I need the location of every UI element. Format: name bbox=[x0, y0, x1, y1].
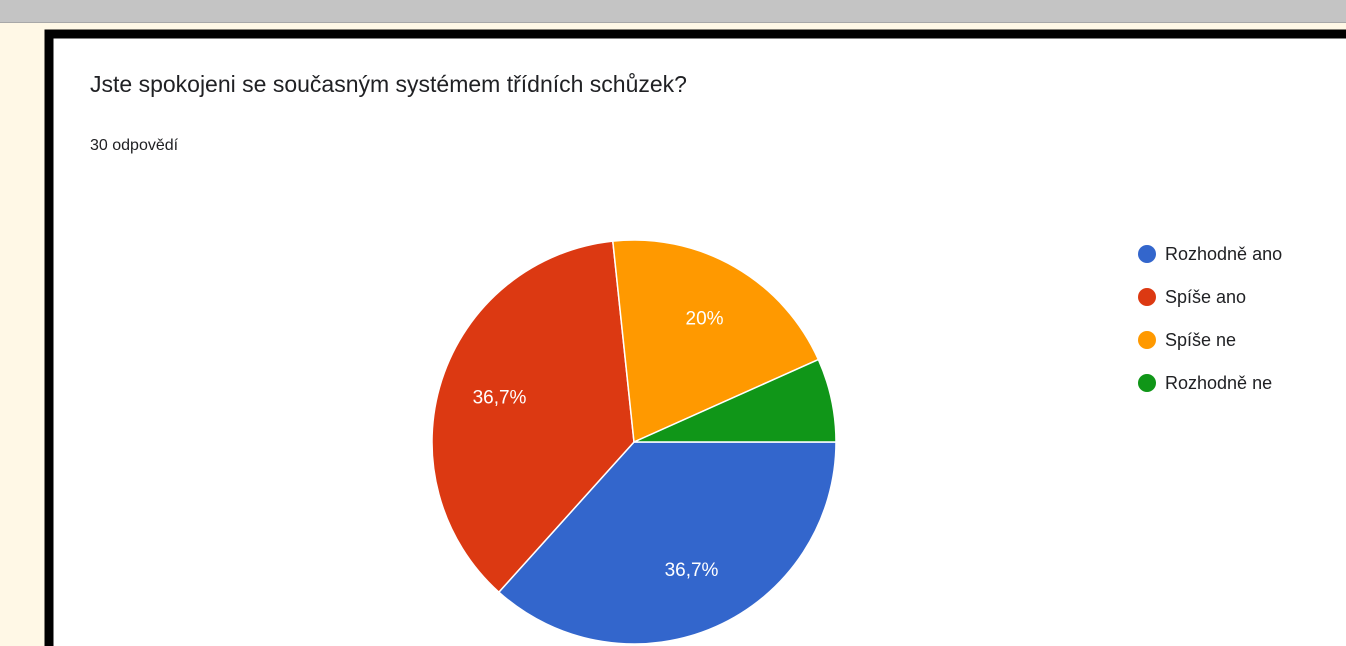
pie-slice bbox=[431, 240, 635, 594]
legend-swatch bbox=[1138, 245, 1156, 263]
slice-label: 20% bbox=[686, 308, 724, 329]
top-bar-edge bbox=[0, 22, 1346, 23]
chart-subtitle: 30 odpovědí bbox=[90, 137, 179, 154]
legend-label: Rozhodně ne bbox=[1165, 373, 1272, 393]
pie-slice bbox=[611, 239, 820, 444]
legend-swatch bbox=[1138, 374, 1156, 392]
legend-label: Rozhodně ano bbox=[1165, 244, 1282, 264]
pie: 36,7% 36,7% 20% bbox=[431, 239, 837, 645]
legend-swatch bbox=[1138, 331, 1156, 349]
top-bar bbox=[0, 0, 1346, 22]
slice-label: 36,7% bbox=[473, 387, 527, 408]
legend-swatch bbox=[1138, 288, 1156, 306]
chart-title: Jste spokojeni se současným systémem tří… bbox=[90, 71, 687, 97]
pie-slice bbox=[497, 441, 837, 645]
legend: Rozhodně ano Spíše ano Spíše ne Rozhodně ne bbox=[1138, 244, 1282, 393]
legend-label: Spíše ano bbox=[1165, 287, 1246, 307]
slice-label: 36,7% bbox=[665, 560, 719, 581]
pie-slice bbox=[633, 358, 837, 443]
legend-label: Spíše ne bbox=[1165, 330, 1236, 350]
